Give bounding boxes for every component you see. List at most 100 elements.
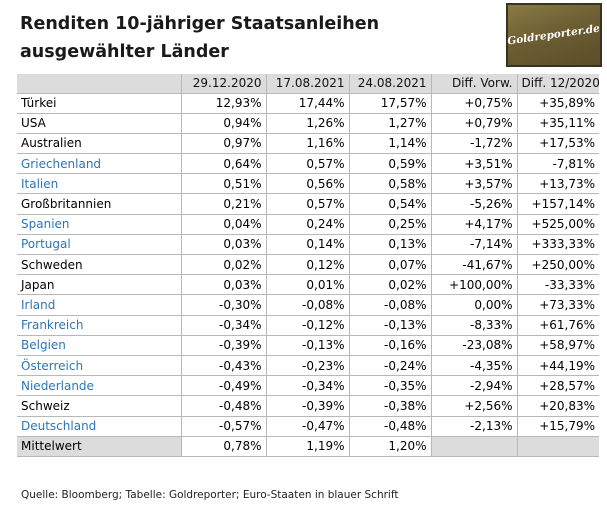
cell-diff-week: +4,17% <box>430 213 517 235</box>
country-name: Griechenland <box>17 153 181 174</box>
table-body: Türkei 12,93% 17,44% 17,57% +0,75% +35,89% USA… <box>17 92 599 457</box>
cell-17-08-2021: 0,57% <box>265 193 349 215</box>
table-row: Deutschland -0,57% -0,47% -0,48% -2,13% +15,7… <box>17 415 599 437</box>
cell-29-12-2020: -0,49% <box>180 375 266 396</box>
cell-17-08-2021: -0,23% <box>265 354 349 376</box>
cell-diff-2020: +73,33% <box>516 294 599 316</box>
cell-diff-2020: +13,73% <box>516 173 599 194</box>
country-name: Schweiz <box>17 395 181 416</box>
country-name: Niederlande <box>17 375 181 396</box>
country-name: Großbritannien <box>17 193 181 215</box>
cell-24-08-2021: 17,57% <box>348 92 431 114</box>
cell-diff-week: -4,35% <box>430 354 517 376</box>
cell-diff-2020: +15,79% <box>516 415 599 437</box>
table-row: Spanien 0,04% 0,24% 0,25% +4,17% +525,00% <box>17 213 599 235</box>
title-line-2: ausgewählter Länder <box>20 42 229 62</box>
cell-diff-week: +100,00% <box>430 274 517 295</box>
table-row: Türkei 12,93% 17,44% 17,57% +0,75% +35,89% <box>17 92 599 114</box>
page-title: Renditen 10-jähriger Staatsanleihen ausg… <box>20 10 379 66</box>
table-header-row: 29.12.2020 17.08.2021 24.08.2021 Diff. V… <box>17 74 599 93</box>
cell-29-12-2020: 0,03% <box>180 274 266 295</box>
cell-17-08-2021: 1,26% <box>265 112 349 134</box>
table-row: Schweden 0,02% 0,12% 0,07% -41,67% +250,00% <box>17 253 599 275</box>
cell-24-08-2021: -0,38% <box>348 395 431 416</box>
cell-diff-2020: +17,53% <box>516 132 599 154</box>
cell-diff-2020: +28,57% <box>516 375 599 396</box>
cell-diff-2020: +20,83% <box>516 395 599 416</box>
cell-diff-week: -7,14% <box>430 233 517 255</box>
cell-29-12-2020: 0,03% <box>180 233 266 255</box>
mean-label: Mittelwert <box>17 435 181 457</box>
cell-29-12-2020: 0,21% <box>180 193 266 215</box>
mean-29-12-2020: 0,78% <box>180 435 266 457</box>
cell-24-08-2021: -0,24% <box>348 354 431 376</box>
cell-24-08-2021: 0,58% <box>348 173 431 194</box>
header-diff-2020: Diff. 12/2020 <box>516 74 599 93</box>
cell-diff-week: +0,75% <box>430 92 517 114</box>
header-date-3: 24.08.2021 <box>348 74 431 93</box>
cell-17-08-2021: 0,14% <box>265 233 349 255</box>
cell-diff-week: +3,57% <box>430 173 517 194</box>
cell-17-08-2021: 0,24% <box>265 213 349 235</box>
cell-diff-week: -5,26% <box>430 193 517 215</box>
cell-29-12-2020: 12,93% <box>180 92 266 114</box>
country-name: Deutschland <box>17 415 181 437</box>
country-name: Österreich <box>17 354 181 376</box>
bond-yield-table: 29.12.2020 17.08.2021 24.08.2021 Diff. V… <box>17 74 599 457</box>
cell-24-08-2021: 0,25% <box>348 213 431 235</box>
cell-24-08-2021: -0,08% <box>348 294 431 316</box>
logo-text: Goldreporter.de <box>507 22 601 48</box>
cell-29-12-2020: 0,97% <box>180 132 266 154</box>
cell-diff-week: -23,08% <box>430 334 517 356</box>
cell-24-08-2021: 0,02% <box>348 274 431 295</box>
cell-diff-week: +0,79% <box>430 112 517 134</box>
header-country <box>17 74 181 93</box>
cell-17-08-2021: -0,12% <box>265 314 349 336</box>
cell-24-08-2021: -0,16% <box>348 334 431 356</box>
country-name: Spanien <box>17 213 181 235</box>
country-name: Türkei <box>17 92 181 114</box>
table-row: Irland -0,30% -0,08% -0,08% 0,00% +73,33% <box>17 294 599 316</box>
cell-diff-week: -8,33% <box>430 314 517 336</box>
cell-diff-2020: -7,81% <box>516 153 599 174</box>
cell-17-08-2021: 0,57% <box>265 153 349 174</box>
cell-17-08-2021: -0,39% <box>265 395 349 416</box>
cell-29-12-2020: -0,39% <box>180 334 266 356</box>
table-row: Schweiz -0,48% -0,39% -0,38% +2,56% +20,83% <box>17 395 599 416</box>
cell-24-08-2021: -0,13% <box>348 314 431 336</box>
cell-diff-2020: +35,11% <box>516 112 599 134</box>
cell-17-08-2021: -0,13% <box>265 334 349 356</box>
header-date-1: 29.12.2020 <box>180 74 266 93</box>
cell-17-08-2021: 17,44% <box>265 92 349 114</box>
table-row: Italien 0,51% 0,56% 0,58% +3,57% +13,73% <box>17 173 599 194</box>
cell-17-08-2021: 1,16% <box>265 132 349 154</box>
cell-diff-week: -41,67% <box>430 253 517 275</box>
cell-diff-2020: +250,00% <box>516 253 599 275</box>
table-row: Japan 0,03% 0,01% 0,02% +100,00% -33,33% <box>17 274 599 295</box>
cell-29-12-2020: -0,48% <box>180 395 266 416</box>
cell-17-08-2021: -0,34% <box>265 375 349 396</box>
cell-diff-2020: +44,19% <box>516 354 599 376</box>
mean-row: Mittelwert 0,78% 1,19% 1,20% <box>17 435 599 457</box>
table-row: Großbritannien 0,21% 0,57% 0,54% -5,26% +157,… <box>17 193 599 215</box>
cell-29-12-2020: -0,30% <box>180 294 266 316</box>
table-row: Belgien -0,39% -0,13% -0,16% -23,08% +58,97% <box>17 334 599 356</box>
cell-24-08-2021: -0,48% <box>348 415 431 437</box>
cell-diff-2020: +333,33% <box>516 233 599 255</box>
country-name: Australien <box>17 132 181 154</box>
cell-17-08-2021: 0,56% <box>265 173 349 194</box>
title-line-1: Renditen 10-jähriger Staatsanleihen <box>20 14 380 34</box>
cell-24-08-2021: -0,35% <box>348 375 431 396</box>
cell-29-12-2020: -0,34% <box>180 314 266 336</box>
header-date-2: 17.08.2021 <box>265 74 349 93</box>
cell-29-12-2020: 0,64% <box>180 153 266 174</box>
cell-diff-2020: -33,33% <box>516 274 599 295</box>
cell-diff-week: -2,94% <box>430 375 517 396</box>
source-note: Quelle: Bloomberg; Tabelle: Goldreporter… <box>21 489 399 501</box>
mean-17-08-2021: 1,19% <box>265 435 349 457</box>
cell-24-08-2021: 0,59% <box>348 153 431 174</box>
cell-diff-2020: +58,97% <box>516 334 599 356</box>
country-name: Japan <box>17 274 181 295</box>
cell-29-12-2020: -0,57% <box>180 415 266 437</box>
goldreporter-logo: Goldreporter.de <box>506 3 602 67</box>
